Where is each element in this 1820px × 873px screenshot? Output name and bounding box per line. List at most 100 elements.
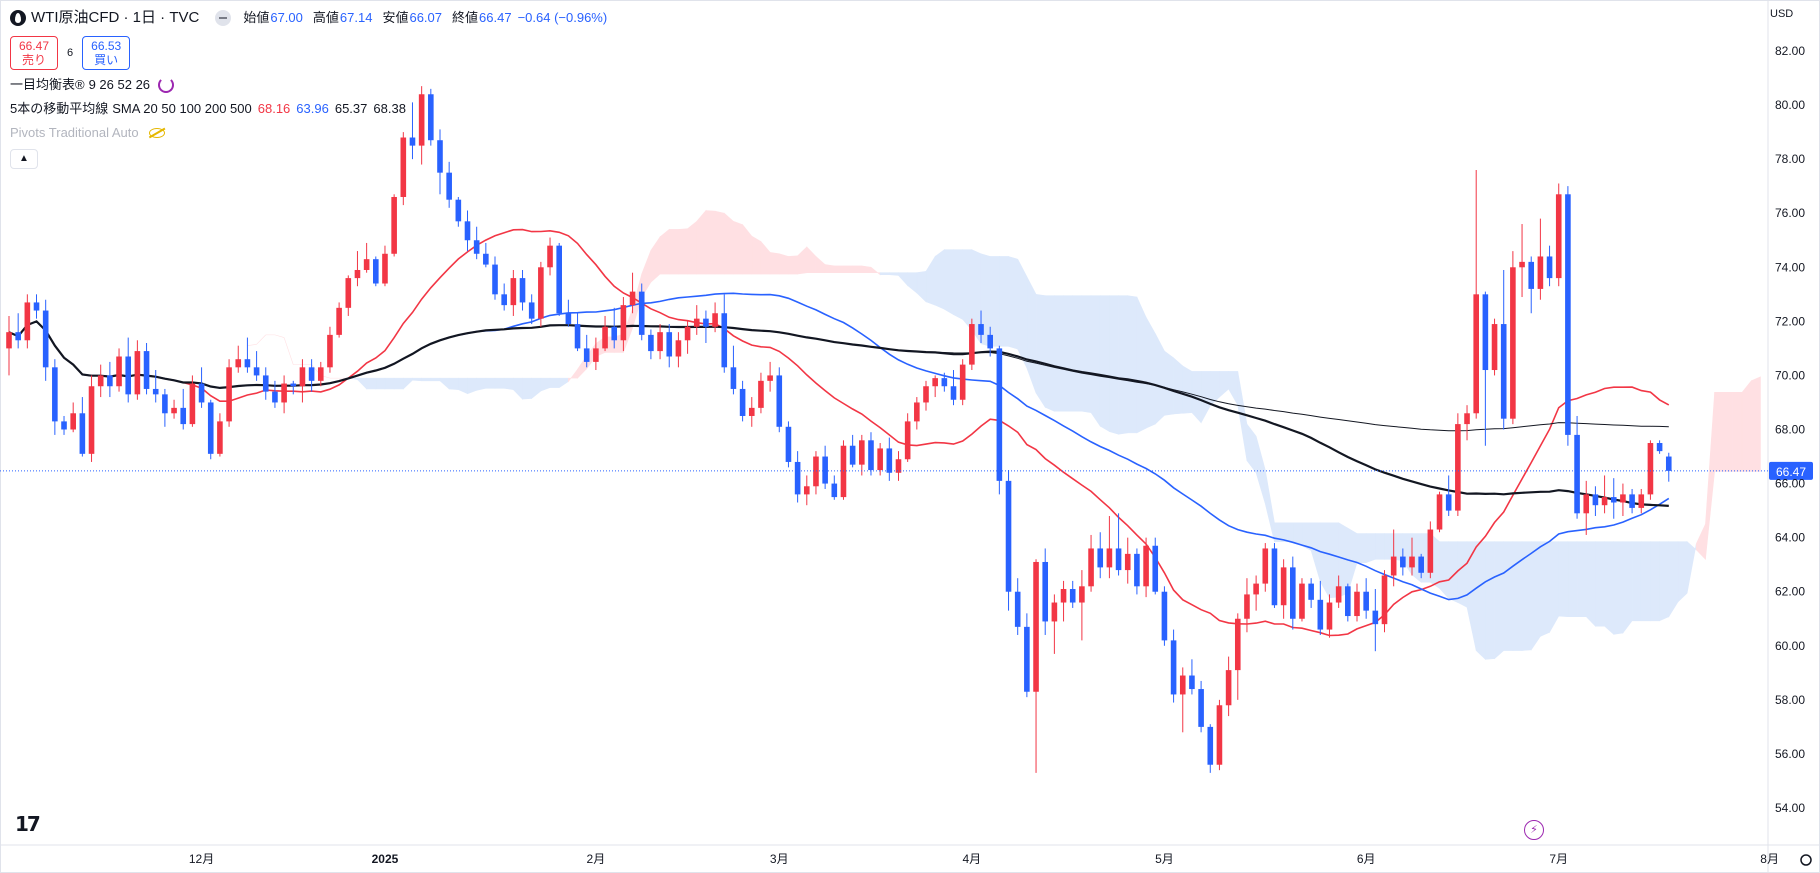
candle-body [1510,267,1516,419]
candle-body [547,245,553,268]
kumo-segment [815,255,826,273]
kumo-segment [1494,541,1505,660]
candle-body [79,413,86,454]
kumo-segment [1732,392,1743,472]
kumo-segment [723,212,734,275]
candle-body [97,375,104,387]
hidden-eye-icon[interactable] [148,128,165,138]
kumo-segment [751,235,762,275]
candle-body [299,367,306,387]
kumo-segment [247,344,257,346]
candle-body [556,245,562,314]
candle-body [969,324,975,365]
kumo-segment [568,368,578,383]
candle-body [1610,497,1617,503]
candle-body [1620,494,1626,503]
candle-body [895,459,902,473]
kumo-segment [1255,436,1266,504]
kumo-segment [1677,541,1688,603]
ichimoku-legend[interactable]: 一目均衡表® 9 26 52 26 [10,75,175,95]
kumo-segment [494,377,505,389]
kumo-segment [1356,533,1367,563]
buy-button[interactable]: 66.53 買い [82,36,131,70]
candle-body [217,421,223,454]
kumo-segment [1173,357,1184,415]
sell-button[interactable]: 66.47 売り [10,36,59,70]
candle-body [1592,494,1599,506]
kumo-segment [1035,293,1046,409]
collapse-indicators-button[interactable]: ▲ [10,149,38,169]
candle-body [1317,599,1324,630]
time-tick-label: 6月 [1357,852,1376,866]
kumo-segment [1549,541,1560,634]
candle-body [1345,586,1351,617]
candle-body [1400,556,1406,568]
candle-body [1656,443,1663,452]
candle-body [758,380,764,408]
time-tick-label: 4月 [963,852,982,866]
kumo-segment [1558,541,1569,618]
currency-label[interactable]: USD [1770,8,1794,20]
symbol-icon[interactable] [10,10,26,26]
candle-body [565,313,572,325]
kumo-segment [1384,533,1394,560]
kumo-segment [650,235,661,283]
kumo-segment [843,265,853,273]
candle-body [886,448,893,473]
kumo-segment [1264,470,1275,542]
candle-body [1152,545,1159,592]
candle-body [180,407,187,425]
candle-body [1280,567,1287,606]
candle-body [1565,194,1571,435]
ichimoku-params: 9 26 52 26 [88,77,151,92]
price-tick-label: 62.00 [1775,585,1805,599]
kumo-segment [1585,541,1596,627]
price-tick-label: 60.00 [1775,639,1805,653]
candle-body [996,348,1003,481]
candle-body [602,326,608,349]
candle-body [574,324,581,349]
candle-body [1134,553,1140,587]
candle-body [1179,675,1186,695]
refresh-icon[interactable] [158,77,175,93]
kumo-segment [659,228,670,275]
candle-body [1106,548,1113,568]
tradingview-logo-icon[interactable]: 17 [15,812,41,836]
collapse-legend-icon[interactable] [215,10,232,26]
candle-body [409,137,416,146]
candle-body [859,440,865,465]
candle-body [354,269,361,279]
kumo-segment [1063,295,1074,412]
candle-body [281,383,287,403]
candle-body [1207,726,1214,765]
kumo-segment [1136,296,1147,434]
candle-body [1033,561,1039,692]
candle-body [244,359,251,368]
kumo-segment [1540,541,1550,637]
kumo-segment [549,377,560,388]
candle-body [528,302,535,319]
candle-body [904,421,911,460]
kumo-segment [889,272,899,276]
kumo-segment [989,256,1000,347]
kumo-segment [1751,376,1761,472]
pivots-legend[interactable]: Pivots Traditional Auto [10,123,165,143]
candle-body [748,407,755,416]
symbol-title[interactable]: WTI原油CFD · 1日 · TVC [31,9,200,26]
sma-legend[interactable]: 5本の移動平均線 SMA 20 50 100 200 500 68.16 63.… [10,99,406,119]
kumo-segment [769,252,780,275]
candle-body [849,445,856,465]
kumo-segment [357,377,367,390]
kumo-segment [714,210,725,275]
candle-body [162,394,168,414]
candle-body [336,307,342,335]
ichimoku-name: 一目均衡表® [10,77,85,92]
settings-icon[interactable] [1800,854,1812,866]
flash-icon[interactable]: ⚡ [1524,820,1544,840]
kumo-segment [760,240,771,275]
kumo-segment [861,265,872,273]
kumo-segment [485,377,496,389]
candle-body [327,334,333,368]
candle-body [959,364,966,400]
